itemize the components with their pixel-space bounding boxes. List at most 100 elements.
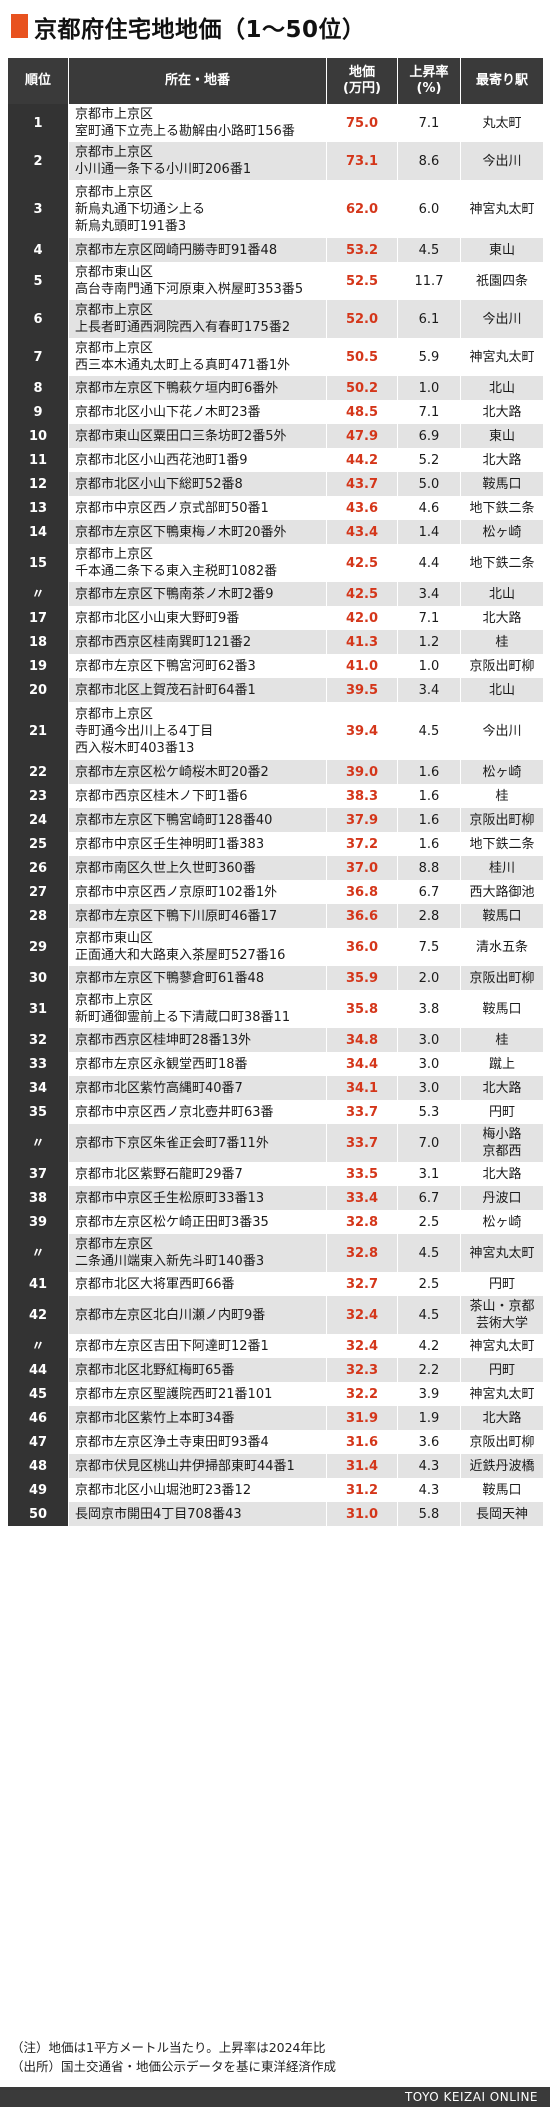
station-cell: 京阪出町柳 — [460, 808, 544, 832]
table-row: 42 京都市左京区北白川瀬ノ内町9番 32.4 4.5 茶山・京都 芸術大学 — [7, 1296, 544, 1334]
station-line: 円町 — [488, 1276, 515, 1292]
rate-cell: 6.7 — [397, 880, 461, 904]
rank-cell: 38 — [7, 1186, 69, 1210]
table-row: 23 京都市西京区桂木ノ下町1番6 38.3 1.6 桂 — [7, 784, 544, 808]
rank-cell: 47 — [7, 1430, 69, 1454]
land-price-table: 順位 所在・地番 地価 (万円) 上昇率 (%) 最寄り駅 1 京都市上京区 室町通下立… — [7, 58, 544, 1526]
price-cell: 33.5 — [326, 1162, 398, 1186]
rank-cell: 12 — [7, 472, 69, 496]
station-line: 神宮丸太町 — [469, 201, 535, 217]
rank-cell: 27 — [7, 880, 69, 904]
station-cell: 北大路 — [460, 1162, 544, 1186]
address-line: 新町通御霊前上る下清蔵口町38番11 — [75, 1010, 291, 1025]
rank-cell: 19 — [7, 654, 69, 678]
rank-cell: 31 — [7, 990, 69, 1028]
address-line: 京都市中京区西ノ京式部町50番1 — [75, 500, 269, 516]
rate-cell: 8.8 — [397, 856, 461, 880]
price-cell: 36.0 — [326, 928, 398, 966]
address-line: 京都市北区紫竹上本町34番 — [75, 1410, 235, 1426]
station-cell: 鞍馬口 — [460, 1478, 544, 1502]
rate-cell: 7.0 — [397, 1124, 461, 1162]
address-cell: 京都市北区紫竹上本町34番 — [68, 1406, 327, 1430]
rate-cell: 1.9 — [397, 1406, 461, 1430]
station-cell: 神宮丸太町 — [460, 338, 544, 376]
rate-cell: 3.4 — [397, 582, 461, 606]
table-header-row: 順位 所在・地番 地価 (万円) 上昇率 (%) 最寄り駅 — [7, 58, 544, 104]
station-line: 円町 — [488, 1362, 515, 1378]
rate-cell: 3.8 — [397, 990, 461, 1028]
address-line: 京都市上京区 — [75, 341, 154, 356]
table-row: 17 京都市北区小山東大野町9番 42.0 7.1 北大路 — [7, 606, 544, 630]
rate-cell: 6.1 — [397, 300, 461, 338]
address-cell: 京都市上京区 寺町通今出川上る4丁目 西入桜木町403番13 — [68, 702, 327, 760]
address-cell: 京都市北区北野紅梅町65番 — [68, 1358, 327, 1382]
rank-cell: 8 — [7, 376, 69, 400]
rank-cell: 23 — [7, 784, 69, 808]
address-cell: 京都市北区紫竹高縄町40番7 — [68, 1076, 327, 1100]
address-cell: 京都市左京区下鴨東梅ノ木町20番外 — [68, 520, 327, 544]
table-row: 49 京都市北区小山堀池町23番12 31.2 4.3 鞍馬口 — [7, 1478, 544, 1502]
rank-cell: 37 — [7, 1162, 69, 1186]
station-line: 地下鉄二条 — [469, 500, 535, 516]
address-cell: 京都市左京区浄土寺東田町93番4 — [68, 1430, 327, 1454]
address-cell: 京都市上京区 西三本木通丸太町上る真町471番1外 — [68, 338, 327, 376]
table-row: 6 京都市上京区 上長者町通西洞院西入有春町175番2 52.0 6.1 今出川 — [7, 300, 544, 338]
address-line: 京都市北区紫竹高縄町40番7 — [75, 1080, 243, 1096]
table-row: 〃京都市左京区 二条通川端東入新先斗町140番3 32.8 4.5 神宮丸太町 — [7, 1234, 544, 1272]
rate-cell: 3.0 — [397, 1052, 461, 1076]
station-cell: 北山 — [460, 376, 544, 400]
rate-cell: 4.4 — [397, 544, 461, 582]
rank-cell: 15 — [7, 544, 69, 582]
address-cell: 京都市北区小山西花池町1番9 — [68, 448, 327, 472]
price-cell: 32.8 — [326, 1234, 398, 1272]
address-cell: 京都市左京区下鴨宮河町62番3 — [68, 654, 327, 678]
price-cell: 42.0 — [326, 606, 398, 630]
rate-cell: 1.6 — [397, 808, 461, 832]
address-cell: 京都市西京区桂南巽町121番2 — [68, 630, 327, 654]
rank-cell: 14 — [7, 520, 69, 544]
rank-cell: 49 — [7, 1478, 69, 1502]
address-line: 長岡京市開田4丁目708番43 — [75, 1506, 242, 1522]
station-cell: 神宮丸太町 — [460, 1382, 544, 1406]
rate-cell: 5.8 — [397, 1502, 461, 1526]
rank-cell: 13 — [7, 496, 69, 520]
rank-cell: 22 — [7, 760, 69, 784]
station-cell: 丹波口 — [460, 1186, 544, 1210]
address-line: 室町通下立売上る勘解由小路町156番 — [75, 124, 295, 139]
address-line: 京都市南区久世上久世町360番 — [75, 860, 256, 876]
price-cell: 31.2 — [326, 1478, 398, 1502]
address-cell: 京都市中京区西ノ京式部町50番1 — [68, 496, 327, 520]
address-line: 京都市北区小山下花ノ木町23番 — [75, 404, 261, 420]
table-row: 44 京都市北区北野紅梅町65番 32.3 2.2 円町 — [7, 1358, 544, 1382]
station-cell: 長岡天神 — [460, 1502, 544, 1526]
notes: （注）地価は1平方メートル当たり。上昇率は2024年比 （出所）国土交通省・地価… — [11, 2038, 336, 2076]
station-line: 京阪出町柳 — [469, 970, 535, 986]
station-line: 北大路 — [482, 1166, 522, 1182]
address-cell: 京都市左京区下鴨蓼倉町61番48 — [68, 966, 327, 990]
rate-cell: 4.5 — [397, 702, 461, 760]
station-line: 鞍馬口 — [482, 476, 522, 492]
rate-cell: 5.3 — [397, 1100, 461, 1124]
station-cell: 地下鉄二条 — [460, 496, 544, 520]
rank-cell: 4 — [7, 238, 69, 262]
rank-cell: 33 — [7, 1052, 69, 1076]
address-line: 京都市左京区下鴨蓼倉町61番48 — [75, 970, 265, 986]
address-cell: 京都市北区紫野石龍町29番7 — [68, 1162, 327, 1186]
station-cell: 北大路 — [460, 400, 544, 424]
address-cell: 京都市伏見区桃山井伊掃部東町44番1 — [68, 1454, 327, 1478]
rate-cell: 4.3 — [397, 1478, 461, 1502]
header-price: 地価 (万円) — [326, 58, 398, 104]
price-cell: 41.0 — [326, 654, 398, 678]
station-cell: 鞍馬口 — [460, 990, 544, 1028]
table-row: 31 京都市上京区 新町通御霊前上る下清蔵口町38番11 35.8 3.8 鞍馬口 — [7, 990, 544, 1028]
price-cell: 33.4 — [326, 1186, 398, 1210]
station-cell: 蹴上 — [460, 1052, 544, 1076]
rank-cell: 〃 — [7, 582, 69, 606]
station-line: 桂 — [495, 788, 509, 804]
rank-cell: 6 — [7, 300, 69, 338]
footer-bar: TOYO KEIZAI ONLINE — [0, 2087, 550, 2107]
station-line: 松ヶ崎 — [482, 1214, 522, 1230]
station-line: 鞍馬口 — [482, 1001, 522, 1017]
station-line: 芸術大学 — [475, 1316, 528, 1331]
station-line: 北大路 — [482, 610, 522, 626]
